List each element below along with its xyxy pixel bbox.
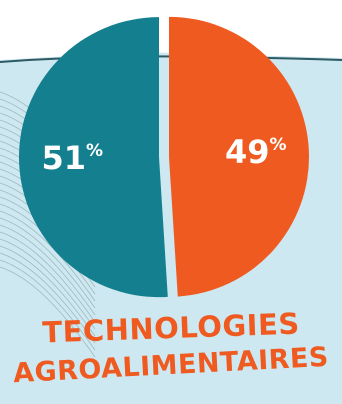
hatch-line — [0, 224, 96, 316]
pie-slice-label-0: 49% — [225, 133, 287, 171]
pie-slice-1 — [19, 17, 168, 298]
hatch-line — [0, 217, 96, 309]
hatch-line — [0, 210, 96, 302]
hatch-line — [0, 245, 96, 337]
hatch-line — [0, 266, 96, 358]
pie-slice-0 — [168, 16, 309, 297]
hatch-line — [0, 231, 96, 323]
hatch-line — [0, 259, 96, 351]
pie-slice-label-1: 51% — [41, 139, 103, 177]
hatch-line — [0, 252, 96, 344]
hatch-line — [0, 238, 96, 330]
